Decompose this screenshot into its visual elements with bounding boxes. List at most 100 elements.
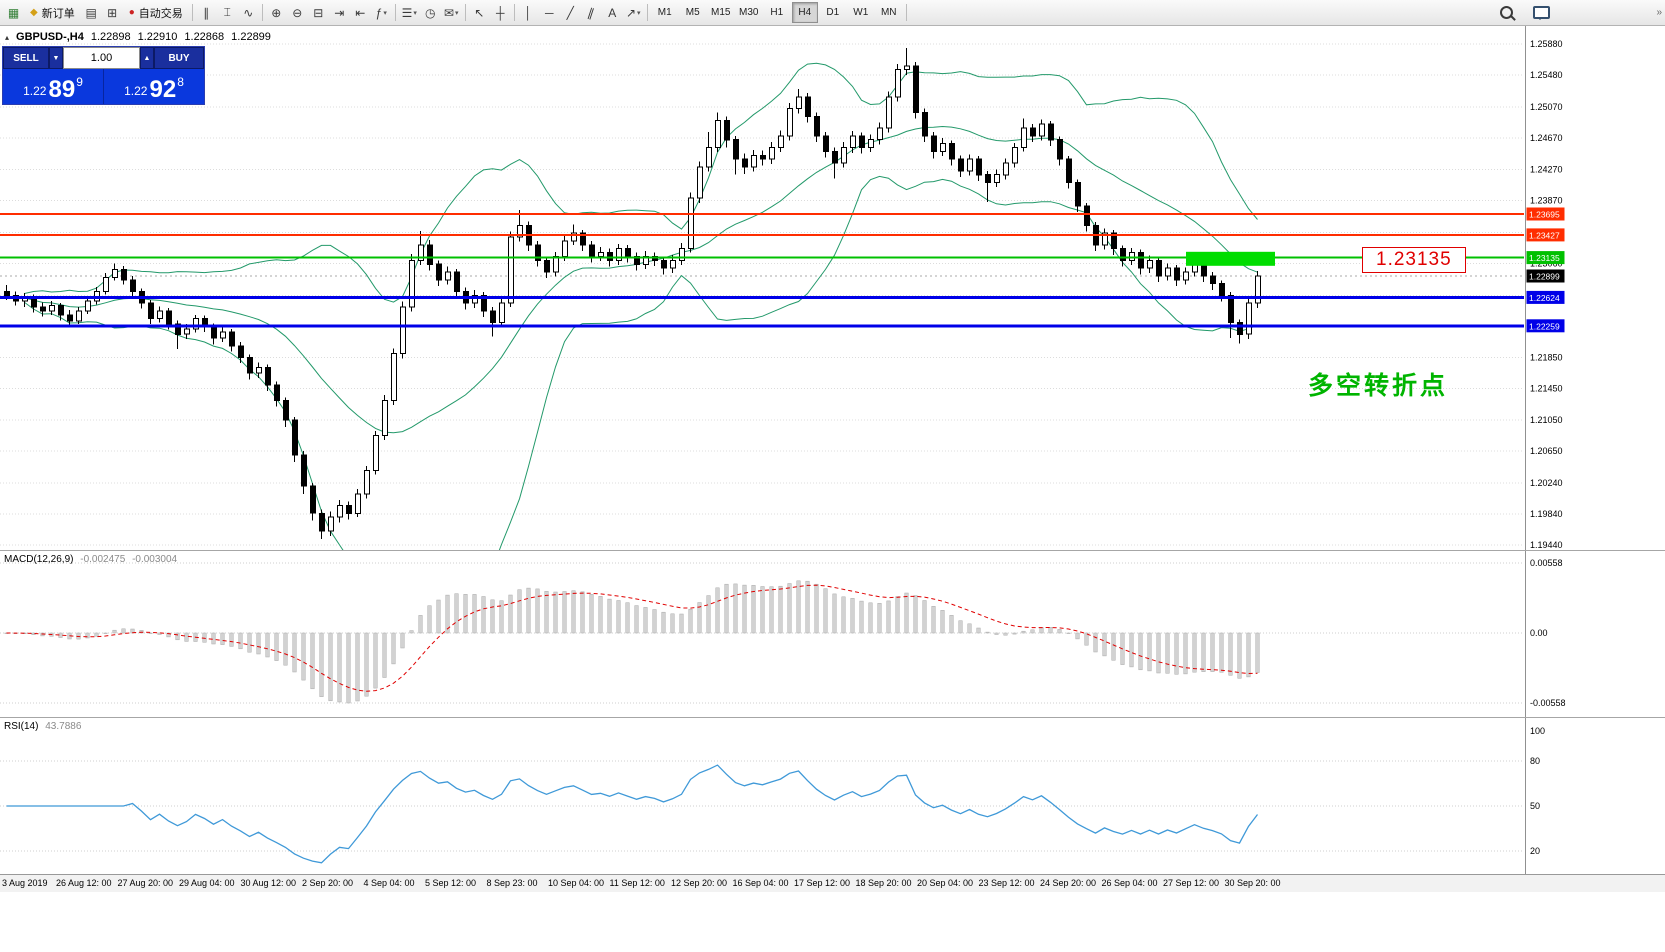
price-chart[interactable]: 1.25880 1.25480 1.25070 1.24670 1.24270 1.238… [0, 26, 1665, 550]
macd-chart[interactable]: 0.00558 0.00 -0.00558 [0, 551, 1665, 717]
indicators-icon[interactable]: ƒ ▾ [375, 5, 387, 20]
chart-window-icon[interactable]: ⊞ [107, 5, 118, 20]
toolbar-separator [464, 4, 466, 21]
timeframe-m1[interactable]: M1 [657, 7, 672, 18]
timeframe-buttons: M1 M5 M15 M30 H1 H4 D1 W1 MN [651, 2, 910, 23]
time-label: 18 Sep 20: 00 [855, 878, 912, 888]
bar-close-value: 1.22899 [231, 31, 271, 43]
new-chart-icon[interactable]: ▦ [7, 5, 20, 20]
svg-text:0.00558: 0.00558 [1530, 558, 1563, 568]
bar-open-value: 1.22898 [90, 31, 131, 43]
vertical-line-icon[interactable]: │ [524, 5, 533, 20]
rsi-chart[interactable]: 100 80 50 20 [0, 718, 1665, 874]
timeframe-m5[interactable]: M5 [685, 7, 700, 18]
buy-price-pip: 8 [177, 75, 184, 89]
time-label: 27 Sep 12: 00 [1163, 878, 1220, 888]
timeframe-mn[interactable]: MN [880, 7, 897, 18]
main-chart-pane[interactable]: 1.25880 1.25480 1.25070 1.24670 1.24270 1.238… [0, 26, 1665, 550]
candlestick-chart-icon[interactable]: ⌶ [223, 5, 231, 19]
autotrading-button[interactable]: ● 自动交易 [123, 3, 189, 23]
new-order-icon: ◆ [30, 7, 38, 18]
channel-icon[interactable]: ∥ [586, 4, 597, 21]
new-order-button-label: 新订单 [41, 7, 75, 20]
sell-price-pip: 9 [76, 75, 83, 89]
svg-text:-0.00558: -0.00558 [1530, 698, 1566, 708]
rsi-label: RSI(14) 43.7886 [4, 721, 81, 732]
new-order-button[interactable]: ◆ 新订单 [24, 3, 81, 23]
chart-profiles-icon[interactable]: ▤ [85, 5, 97, 20]
autotrading-button-label: 自动交易 [138, 7, 183, 20]
price-annotation[interactable]: 1.23135 [1362, 247, 1466, 273]
macd-pane[interactable]: 0.00558 0.00 -0.00558 MACD(12,26,9) -0.002… [0, 551, 1665, 717]
text-icon[interactable]: A [608, 5, 617, 20]
buy-price[interactable]: 1.22 92 8 [104, 69, 204, 104]
sell-button[interactable]: SELL [3, 47, 49, 69]
pane-divider[interactable] [0, 717, 1665, 718]
timeframe-m15[interactable]: M15 [711, 7, 731, 18]
volume-increase-button[interactable]: ▲ [140, 47, 154, 69]
news-icon[interactable]: ✉ ▾ [443, 5, 459, 20]
zoom-out-icon[interactable]: ⊖ [292, 5, 303, 20]
toolbar-overflow-icon[interactable]: » [1656, 7, 1662, 18]
line-chart-icon[interactable]: ∿ [243, 5, 254, 20]
time-label: 17 Sep 12: 00 [794, 878, 851, 888]
svg-text:1.22624: 1.22624 [1529, 293, 1560, 303]
svg-text:1.24670: 1.24670 [1530, 133, 1563, 143]
rsi-value: 43.7886 [45, 721, 82, 732]
time-label: 27 Aug 20: 00 [117, 878, 174, 888]
time-label: 4 Sep 04: 00 [363, 878, 415, 888]
time-label: 26 Aug 12: 00 [56, 878, 112, 888]
svg-text:1.23695: 1.23695 [1529, 210, 1560, 220]
time-label: 3 Aug 2019 [2, 878, 48, 888]
toolbar-icons: ▦ ◆ 新订单 ▤ ⊞ ● 自动交易 ∥ ⌶ ∿ ⊕ ⊖ ⊟ ⇥ ⇤ ƒ ▾ ☰ ▾ ◷ ✉ ▾ ↖ ┼ │ ─ ╱ ∥ A ↗ ▾ [3, 3, 651, 23]
clock-icon[interactable]: ◷ [425, 5, 436, 20]
toolbar-separator [513, 4, 515, 21]
horizontal-line-icon[interactable]: ─ [544, 5, 554, 20]
svg-text:1.24270: 1.24270 [1530, 164, 1563, 174]
svg-text:1.22259: 1.22259 [1529, 321, 1560, 331]
svg-text:20: 20 [1530, 846, 1540, 856]
volume-decrease-button[interactable]: ▼ [49, 47, 63, 69]
collapse-icon[interactable]: ▴ [5, 32, 10, 42]
toolbar-separator [394, 4, 396, 21]
timeframe-h4[interactable]: H4 [791, 2, 818, 23]
time-axis[interactable]: 3 Aug 2019 26 Aug 12: 00 27 Aug 20: 00 29 A… [0, 874, 1665, 892]
time-label: 11 Sep 12: 00 [609, 878, 665, 888]
tile-windows-icon[interactable]: ⊟ [313, 5, 324, 20]
volume-input[interactable] [63, 47, 140, 69]
svg-text:1.23427: 1.23427 [1529, 230, 1560, 240]
zoom-in-icon[interactable]: ⊕ [271, 5, 282, 20]
timeframe-h1[interactable]: H1 [770, 7, 784, 18]
sell-price-main: 89 [48, 76, 76, 103]
timeframe-w1[interactable]: W1 [853, 7, 869, 18]
svg-text:1.23870: 1.23870 [1530, 195, 1563, 205]
trendline-icon[interactable]: ╱ [566, 5, 574, 20]
chat-icon[interactable] [1531, 3, 1552, 23]
svg-text:1.21050: 1.21050 [1530, 415, 1563, 425]
bar-chart-icon[interactable]: ∥ [203, 5, 210, 20]
search-icon[interactable] [1498, 3, 1519, 23]
auto-scroll-icon[interactable]: ⇥ [334, 5, 345, 20]
autotrading-icon: ● [128, 7, 135, 18]
turning-point-annotation[interactable]: 多空转折点 [1308, 372, 1449, 400]
buy-price-main: 92 [149, 76, 177, 103]
chart-shift-icon[interactable]: ⇤ [355, 5, 366, 20]
pane-divider[interactable] [0, 550, 1665, 551]
timeframe-d1[interactable]: D1 [826, 7, 840, 18]
timeframe-m30[interactable]: M30 [739, 7, 759, 18]
svg-text:50: 50 [1530, 801, 1540, 811]
arrows-icon[interactable]: ↗ ▾ [625, 5, 641, 20]
time-label: 26 Sep 04: 00 [1101, 878, 1158, 888]
sell-price[interactable]: 1.22 89 9 [3, 69, 104, 104]
crosshair-icon[interactable]: ┼ [495, 5, 505, 20]
objects-list-icon[interactable]: ☰ ▾ [401, 5, 417, 20]
buy-button[interactable]: BUY [154, 47, 204, 69]
symbol-label: GBPUSD-,H4 [16, 31, 84, 43]
time-label: 16 Sep 04: 00 [732, 878, 789, 888]
sell-price-prefix: 1.22 [23, 84, 47, 98]
toolbar-separator [191, 4, 193, 21]
rsi-pane[interactable]: 100 80 50 20 RSI(14) 43.7886 [0, 718, 1665, 874]
macd-name: MACD(12,26,9) [4, 554, 74, 565]
cursor-icon[interactable]: ↖ [474, 5, 485, 20]
